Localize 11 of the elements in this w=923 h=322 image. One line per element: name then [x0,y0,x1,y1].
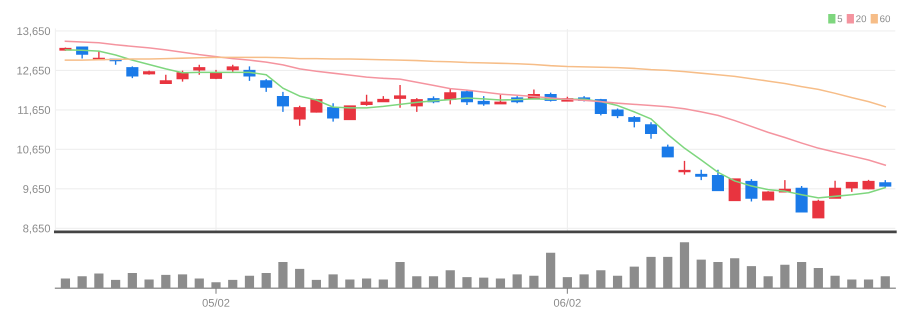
x-tick-label: 06/02 [554,298,581,307]
y-tick-label: 13,650 [17,27,50,36]
y-tick-label: 10,650 [17,146,50,155]
y-tick-label: 9,650 [23,185,50,194]
legend-label: 5 [838,15,842,22]
y-tick-label: 11,650 [18,106,50,116]
y-tick-label: 8,650 [23,224,50,234]
x-tick-label: 05/02 [202,298,230,307]
y-tick-label: 12,650 [17,66,50,76]
legend-label: 60 [880,15,890,22]
legend-label: 20 [856,15,866,22]
